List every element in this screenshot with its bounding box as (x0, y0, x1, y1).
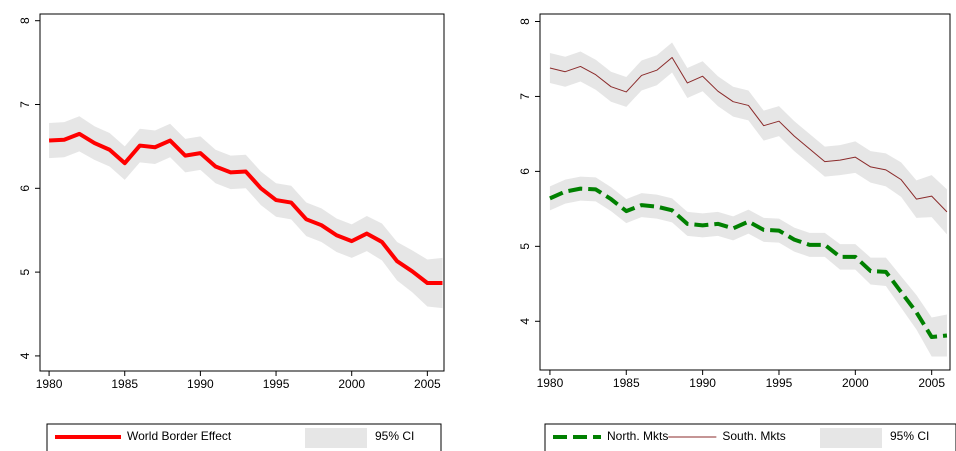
legend-label: World Border Effect (127, 429, 232, 443)
ci-band (49, 116, 443, 309)
y-tick-label: 5 (18, 268, 32, 275)
y-tick-label: 4 (18, 352, 32, 359)
y-tick-label: 7 (518, 93, 532, 100)
x-tick-label: 1995 (766, 376, 793, 390)
x-tick-label: 2000 (338, 377, 365, 391)
y-tick-label: 5 (518, 243, 532, 250)
legend-label: South. Mkts (722, 429, 785, 443)
legend-label: 95% CI (375, 429, 414, 443)
legend-label: North. Mkts (607, 429, 668, 443)
legend-label: 95% CI (890, 429, 929, 443)
y-tick-label: 8 (518, 18, 532, 25)
x-tick-label: 1980 (537, 376, 564, 390)
x-tick-label: 1985 (111, 377, 138, 391)
x-tick-label: 1990 (187, 377, 214, 391)
x-tick-label: 1995 (263, 377, 290, 391)
y-tick-label: 4 (518, 318, 532, 325)
x-tick-label: 1980 (36, 377, 63, 391)
x-tick-label: 2005 (414, 377, 441, 391)
ci-band (549, 176, 947, 357)
x-tick-label: 2000 (842, 376, 869, 390)
x-tick-label: 2005 (918, 376, 945, 390)
x-tick-label: 1985 (613, 376, 640, 390)
y-tick-label: 6 (18, 185, 32, 192)
y-tick-label: 7 (18, 101, 32, 108)
ci-band (549, 42, 947, 235)
series-line (549, 186, 948, 340)
y-tick-label: 6 (518, 168, 532, 175)
plot-frame (39, 13, 445, 372)
plot-frame (539, 13, 951, 371)
legend-box (544, 423, 956, 451)
legend-swatch (305, 428, 367, 448)
legend-swatch (820, 428, 882, 448)
series-line (549, 56, 948, 213)
y-tick-label: 8 (18, 17, 32, 24)
series-line (48, 131, 443, 286)
x-tick-label: 1990 (689, 376, 716, 390)
